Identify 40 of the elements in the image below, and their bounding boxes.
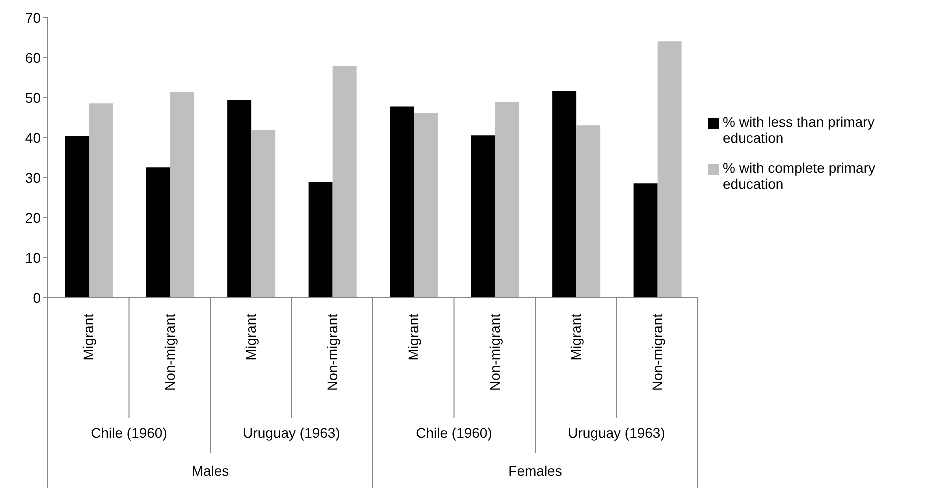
y-tick-label: 20	[25, 210, 42, 226]
y-tick-label: 30	[25, 170, 42, 186]
bar	[471, 136, 496, 298]
x-tick-label: Migrant	[406, 314, 422, 361]
text: Uruguay (1963)	[568, 425, 666, 441]
x-tick-label: Migrant	[243, 314, 260, 361]
text: Males	[192, 463, 230, 479]
legend-label: % with complete primary education	[723, 160, 876, 192]
bar	[252, 130, 276, 298]
bar	[89, 104, 114, 298]
bar	[414, 113, 438, 298]
bar	[576, 126, 601, 298]
text: Chile (1960)	[416, 425, 492, 441]
bar	[658, 42, 682, 298]
text: Chile (1960)	[91, 425, 168, 441]
text: Females	[508, 463, 562, 479]
bar	[552, 91, 577, 298]
legend-label: % with less than primary education	[723, 114, 876, 146]
bar	[228, 100, 252, 298]
y-tick-label: 40	[25, 130, 42, 146]
bar	[65, 136, 90, 298]
y-tick-label: 70	[25, 10, 42, 26]
y-tick-label: 0	[33, 290, 42, 306]
bar	[495, 102, 520, 298]
x-tick-label: Non-migrant	[649, 314, 666, 392]
x-tick-label: Non-migrant	[486, 314, 503, 392]
bar	[332, 66, 357, 298]
x-tick-label: Migrant	[568, 314, 584, 361]
bar	[390, 106, 414, 298]
text: Uruguay (1963)	[243, 425, 340, 441]
x-tick-label: Non-migrant	[324, 314, 340, 392]
y-tick-label: 10	[25, 250, 42, 266]
bar	[146, 168, 170, 298]
x-tick-label: Migrant	[80, 314, 97, 361]
bar	[308, 182, 333, 298]
y-tick-label: 50	[25, 90, 42, 106]
bar	[634, 184, 658, 298]
x-tick-label: Non-migrant	[162, 314, 178, 392]
y-tick-label: 60	[25, 50, 42, 66]
bar	[170, 92, 194, 298]
